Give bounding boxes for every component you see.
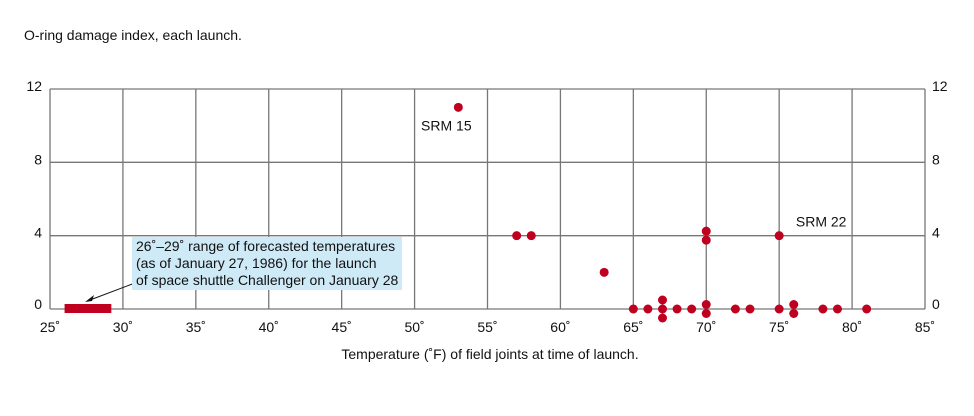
arrow-head: [85, 295, 94, 302]
y-tick-label-right: 12: [932, 78, 948, 94]
point-label: SRM 22: [796, 214, 847, 230]
data-point: [833, 304, 842, 314]
data-point: [628, 304, 638, 314]
data-point: [701, 300, 711, 309]
data-point: [643, 304, 653, 314]
data-point: [687, 304, 697, 314]
x-tick-label: 80˚: [842, 319, 862, 335]
x-axis-label: Temperature (˚F) of field joints at time…: [341, 346, 639, 362]
data-point: [453, 102, 463, 112]
data-point: [658, 304, 667, 314]
x-tick-label: 75˚: [769, 319, 789, 335]
x-tick-label: 40˚: [259, 319, 279, 335]
data-point: [701, 235, 711, 245]
x-tick-label: 65˚: [623, 319, 643, 335]
point-label: SRM 15: [421, 117, 472, 133]
y-tick-label-left: 8: [34, 151, 42, 167]
y-tick-label-left: 0: [34, 296, 42, 312]
forecast-range-bar: [64, 304, 112, 313]
data-point: [774, 304, 784, 314]
x-tick-label: 60˚: [550, 319, 570, 335]
y-tick-label-right: 0: [932, 296, 940, 312]
x-tick-label: 70˚: [696, 319, 716, 335]
data-point: [701, 226, 711, 236]
data-point: [730, 304, 740, 314]
x-tick-label: 30˚: [113, 319, 133, 335]
data-point: [512, 231, 522, 241]
annotation-arrow: [89, 282, 136, 301]
data-point: [701, 309, 711, 318]
data-point: [526, 231, 536, 241]
y-tick-label-left: 12: [26, 78, 42, 94]
data-point: [672, 304, 682, 314]
data-point: [789, 309, 799, 318]
x-tick-label: 35˚: [186, 319, 206, 335]
y-tick-label-right: 8: [932, 151, 940, 167]
annotation-line: 26˚–29˚ range of forecasted temperatures: [136, 238, 396, 254]
x-tick-label: 45˚: [332, 319, 352, 335]
x-tick-label: 50˚: [404, 319, 424, 335]
data-point: [658, 295, 667, 305]
y-tick-label-right: 4: [932, 225, 940, 241]
x-tick-label: 25˚: [40, 319, 60, 335]
data-point: [862, 304, 872, 314]
x-tick-label: 85˚: [915, 319, 935, 335]
data-point: [774, 231, 784, 241]
data-point: [745, 304, 755, 314]
annotation-line: of space shuttle Challenger on January 2…: [136, 272, 399, 288]
y-tick-label-left: 4: [34, 225, 42, 241]
data-point: [789, 300, 799, 309]
y-axis-label: O-ring damage index, each launch.: [24, 27, 242, 43]
data-point: [599, 267, 609, 277]
forecast-annotation: 26˚–29˚ range of forecasted temperatures…: [132, 237, 403, 290]
data-point: [818, 304, 828, 314]
data-point: [658, 313, 667, 323]
annotation-line: (as of January 27, 1986) for the launch: [136, 255, 377, 271]
x-tick-label: 55˚: [477, 319, 497, 335]
